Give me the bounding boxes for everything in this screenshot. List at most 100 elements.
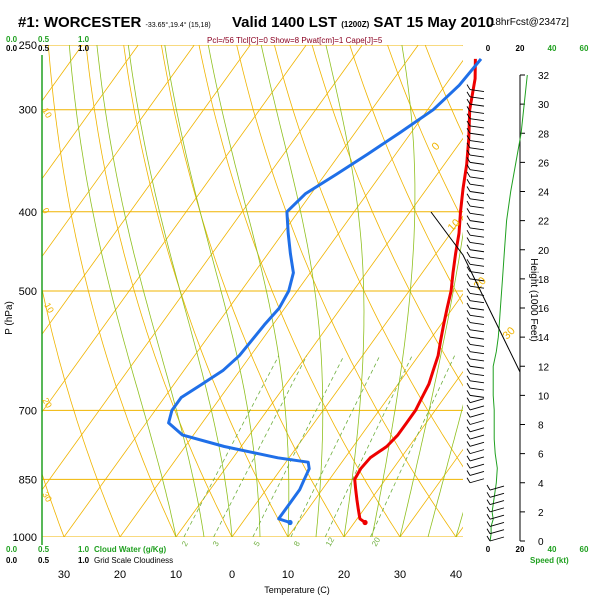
- wind-barb: [466, 411, 485, 418]
- isotherm-line: [287, 293, 463, 537]
- wind-barb: [466, 339, 485, 347]
- cloudiness-scale-label: 0.0: [6, 44, 18, 53]
- height-tick-label: 30: [538, 100, 550, 111]
- wind-barb-flag: [466, 98, 471, 105]
- wind-barb-shaft: [469, 441, 485, 447]
- isotherm-label: 30: [501, 325, 518, 342]
- wind-barb-shaft: [469, 322, 485, 326]
- wind-barb: [466, 128, 485, 136]
- height-tick-label: 12: [538, 362, 550, 373]
- wind-barb-flag: [466, 164, 471, 170]
- moist-adiabat: [164, 45, 261, 537]
- height-tick-label: 8: [538, 421, 544, 432]
- wind-barb: [466, 390, 485, 398]
- dry-adiabat: [42, 472, 65, 537]
- mixing-ratio-label: 5: [252, 539, 262, 548]
- wind-barb-shaft: [469, 314, 485, 318]
- wind-barb: [466, 462, 485, 469]
- pressure-tick-label: 500: [19, 286, 37, 298]
- wind-barb-flag: [466, 295, 471, 301]
- wind-barb-flag: [466, 259, 471, 265]
- isotherm-line: [42, 45, 307, 413]
- height-tick-label: 0: [538, 537, 544, 548]
- wind-barb: [466, 346, 485, 355]
- pressure-tick-label: 1000: [13, 532, 37, 544]
- isotherm-line: [42, 45, 363, 491]
- dry-adiabat-label: 0: [40, 206, 51, 215]
- date-label: SAT 15 May 2010: [373, 14, 495, 31]
- temperature-tick-label: 30: [58, 569, 70, 581]
- wind-barb-flag: [466, 237, 471, 243]
- wind-barb-flag: [466, 382, 471, 389]
- cloudiness-scale-label: 1.0: [78, 44, 90, 53]
- wind-barb-flag: [466, 157, 471, 163]
- wind-barb: [466, 215, 485, 224]
- wind-barb: [466, 171, 485, 180]
- mixing-ratio-line: [252, 355, 345, 537]
- wind-barb-shaft: [469, 420, 485, 425]
- wind-barb-shaft: [469, 169, 485, 173]
- wind-barb: [466, 295, 485, 304]
- wind-barb: [486, 528, 505, 535]
- speed-tick-label-bottom: 60: [580, 545, 589, 554]
- pressure-tick-label: 850: [19, 474, 37, 486]
- wind-barb: [466, 455, 485, 462]
- station-name: #1: WORCESTER: [18, 14, 142, 31]
- wind-barb: [466, 193, 485, 202]
- wind-barb: [466, 288, 485, 296]
- speed-tick-label-bottom: 20: [516, 545, 525, 554]
- wind-barb-shaft: [469, 365, 485, 369]
- wind-barb: [466, 310, 485, 318]
- wind-barb-flag: [466, 324, 471, 331]
- height-tick-label: 24: [538, 188, 550, 199]
- wind-barb-shaft: [469, 242, 485, 245]
- dry-adiabat-label: 10: [40, 106, 54, 120]
- wind-barb: [466, 280, 485, 289]
- plot-area: [42, 45, 600, 537]
- wind-barb-shaft: [469, 449, 485, 455]
- mixing-ratio-label: 3: [211, 539, 221, 548]
- wind-barb-shaft: [469, 227, 485, 231]
- wind-barb-flag: [466, 346, 471, 352]
- isotherm-line: [42, 45, 251, 335]
- moist-adiabat: [127, 45, 233, 537]
- wind-barb: [466, 361, 485, 369]
- wind-barb-shaft: [489, 514, 505, 520]
- height-tick-label: 10: [538, 391, 550, 402]
- wind-barb-shaft: [489, 492, 505, 498]
- wind-barb-shaft: [469, 147, 485, 151]
- dry-adiabat: [85, 45, 233, 537]
- wind-barb-flag: [466, 310, 471, 316]
- utc-label: (1200Z): [341, 20, 370, 29]
- dry-adiabat: [501, 45, 600, 537]
- wind-barb-shaft: [489, 507, 505, 513]
- wind-barb-shaft: [469, 183, 485, 187]
- wind-barb-flag: [466, 419, 471, 425]
- isotherm-line: [42, 45, 139, 180]
- wind-barb-shaft: [469, 154, 485, 158]
- wind-barb-shaft: [469, 292, 485, 296]
- mixing-ratio-line: [324, 355, 413, 537]
- wind-barb-flag: [466, 462, 471, 469]
- wind-barb-shaft: [469, 336, 485, 340]
- wind-barb-flag: [486, 492, 491, 498]
- wind-barb-shaft: [469, 351, 485, 355]
- wind-barb-shaft: [469, 463, 485, 469]
- moist-adiabat: [371, 45, 416, 537]
- temperature-tick-label: 20: [338, 569, 350, 581]
- wind-barb-flag: [486, 484, 491, 491]
- wind-barb-flag: [466, 193, 471, 200]
- temperature-axis-label: Temperature (C): [264, 585, 330, 595]
- pressure-axis-label: P (hPa): [4, 301, 15, 335]
- mixing-ratio-line: [213, 355, 308, 537]
- wind-barb: [466, 441, 485, 447]
- wind-barb-flag: [466, 433, 471, 440]
- wind-barb-shaft: [469, 427, 485, 433]
- wind-barb: [466, 477, 485, 484]
- cloudiness-scale-label: 0.5: [38, 44, 50, 53]
- cloud-water-scale-label: 0.5: [38, 35, 50, 44]
- wind-barb: [466, 157, 485, 165]
- wind-barb-shaft: [469, 394, 485, 398]
- wind-barb-flag: [466, 426, 471, 433]
- wind-barb-flag: [466, 390, 471, 396]
